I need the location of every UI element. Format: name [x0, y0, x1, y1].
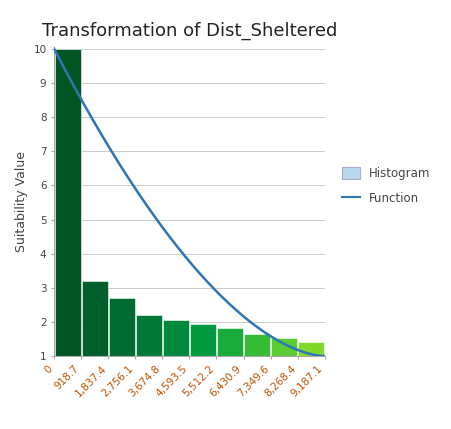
Bar: [55, 49, 80, 356]
Bar: [190, 323, 216, 356]
Bar: [353, 350, 378, 356]
Bar: [298, 342, 324, 356]
Bar: [217, 328, 243, 356]
Bar: [136, 315, 161, 356]
Legend: Histogram, Function: Histogram, Function: [336, 161, 437, 211]
Bar: [379, 353, 405, 356]
Bar: [271, 338, 297, 356]
Bar: [82, 281, 107, 356]
Bar: [109, 298, 134, 356]
Bar: [244, 334, 270, 356]
Bar: [163, 320, 189, 356]
Bar: [406, 355, 432, 356]
Title: Transformation of Dist_Sheltered: Transformation of Dist_Sheltered: [42, 22, 337, 40]
Bar: [325, 347, 351, 356]
Y-axis label: Suitability Value: Suitability Value: [15, 151, 28, 252]
